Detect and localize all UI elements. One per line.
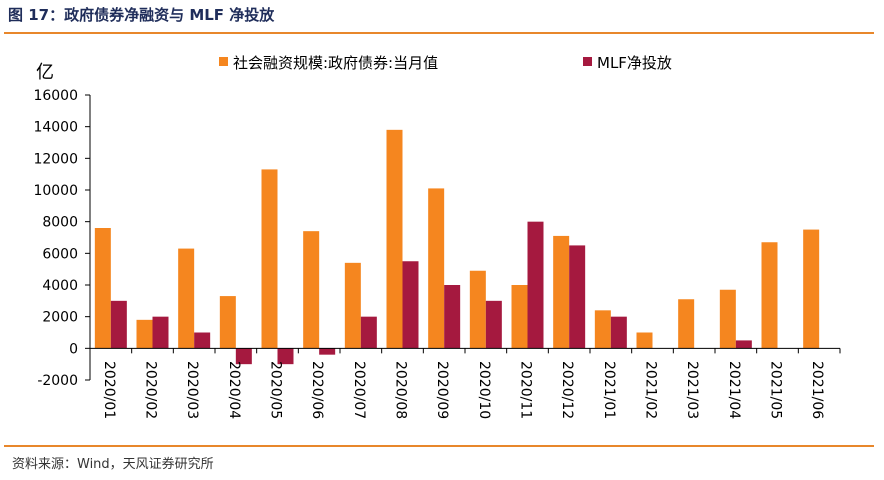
bar-government-bond <box>678 299 695 349</box>
legend: 社会融资规模:政府债券:当月值 MLF净投放 <box>219 54 672 72</box>
bar-mlf <box>444 285 461 349</box>
bar-mlf <box>152 316 169 349</box>
bar-mlf <box>610 316 627 349</box>
bar-government-bond <box>94 228 111 349</box>
x-tick-label: 2020/06 <box>309 361 325 419</box>
y-tick-label: 16000 <box>33 88 78 104</box>
bar-mlf <box>235 348 252 365</box>
bar-government-bond <box>261 169 278 349</box>
source-note: 资料来源：Wind，天风证券研究所 <box>12 457 214 472</box>
y-tick-label: 6000 <box>42 246 78 262</box>
x-tick-label: 2020/10 <box>476 361 492 419</box>
bar-government-bond <box>219 296 236 349</box>
y-tick-label: 10000 <box>33 183 78 199</box>
bar-government-bond <box>178 248 195 349</box>
legend-swatch <box>219 57 228 66</box>
x-tick-label: 2020/12 <box>559 361 575 419</box>
y-axis-label: 亿 <box>36 62 54 83</box>
bar-mlf <box>277 348 294 365</box>
bar-government-bond <box>719 289 736 349</box>
bar-government-bond <box>469 270 486 349</box>
y-tick-label: 8000 <box>42 215 78 231</box>
figure-title: 图 17：政府债券净融资与 MLF 净投放 <box>8 6 275 24</box>
y-tick-label: 2000 <box>42 310 78 326</box>
x-tick-label: 2020/03 <box>184 361 200 419</box>
bars <box>94 129 820 365</box>
x-tick-label: 2021/06 <box>809 361 825 419</box>
x-tick-label: 2020/04 <box>226 361 242 419</box>
bar-mlf <box>735 340 752 349</box>
x-tick-label: 2021/02 <box>643 361 659 419</box>
x-tick-label: 2021/03 <box>684 361 700 419</box>
y-tick-label: -2000 <box>37 373 78 389</box>
x-tick-label: 2021/04 <box>726 361 742 419</box>
bar-mlf <box>569 245 586 349</box>
x-tick-label: 2020/01 <box>101 361 117 419</box>
y-tick-label: 14000 <box>33 120 78 136</box>
x-tick-label: 2021/01 <box>601 361 617 419</box>
legend-label: 社会融资规模:政府债券:当月值 <box>233 54 438 72</box>
bar-mlf <box>194 332 211 349</box>
legend-label: MLF净投放 <box>597 54 672 72</box>
bar-government-bond <box>136 319 153 349</box>
bar-mlf <box>485 300 502 349</box>
x-tick-label: 2020/11 <box>518 361 534 419</box>
bar-mlf <box>402 261 419 349</box>
bar-mlf <box>319 348 336 355</box>
x-tick-label: 2021/05 <box>768 361 784 419</box>
bar-government-bond <box>344 262 361 349</box>
x-tick-label: 2020/02 <box>143 361 159 419</box>
y-tick-label: 4000 <box>42 278 78 294</box>
bar-government-bond <box>803 229 820 349</box>
x-tick-label: 2020/08 <box>393 361 409 419</box>
bar-government-bond <box>761 242 778 349</box>
bar-government-bond <box>511 285 528 349</box>
x-axis: 2020/01 2020/02 2020/03 2020/04 2020/05 2020/… <box>89 347 841 419</box>
bar-government-bond <box>303 231 320 349</box>
top-rule <box>4 32 874 34</box>
bottom-rule <box>4 445 874 447</box>
bar-government-bond <box>386 129 403 349</box>
bar-mlf <box>360 316 377 349</box>
x-tick-label: 2020/05 <box>268 361 284 419</box>
bar-government-bond <box>636 332 653 349</box>
x-tick-label: 2020/09 <box>434 361 450 419</box>
bar-chart: 亿 社会融资规模:政府债券:当月值 MLF净投放 -2000 0 2000 4000 60… <box>33 54 841 419</box>
bar-government-bond <box>594 310 611 349</box>
y-tick-label: 12000 <box>33 151 78 167</box>
bar-mlf <box>527 221 544 349</box>
y-axis: -2000 0 2000 4000 6000 8000 10000 12000 14000 160… <box>33 88 91 389</box>
legend-swatch <box>583 57 592 66</box>
x-tick-label: 2020/07 <box>351 361 367 419</box>
y-tick-label: 0 <box>69 341 78 357</box>
bar-mlf <box>110 300 127 349</box>
bar-government-bond <box>553 235 570 349</box>
bar-government-bond <box>428 188 445 349</box>
